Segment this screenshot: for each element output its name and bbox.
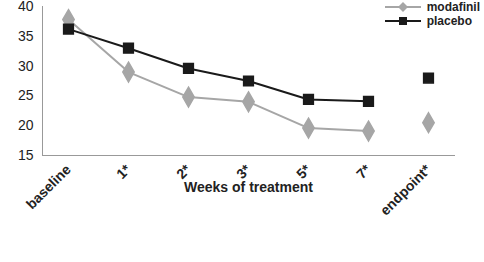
svg-text:2*: 2* — [173, 161, 194, 182]
svg-text:endpoint*: endpoint* — [377, 161, 434, 218]
svg-text:baseline: baseline — [23, 161, 74, 212]
html-text:placebo: placebo — [426, 14, 472, 28]
svg-text:25: 25 — [18, 87, 34, 103]
html-text:modafinil: modafinil — [426, 0, 480, 14]
svg-text:30: 30 — [18, 58, 34, 74]
svg-text:15: 15 — [18, 147, 34, 163]
svg-text:7*: 7* — [353, 161, 374, 182]
svg-text:3*: 3* — [233, 161, 254, 182]
svg-text:1*: 1* — [113, 161, 134, 182]
svg-text:5*: 5* — [293, 161, 314, 182]
svg-text:Weeks of treatment: Weeks of treatment — [184, 179, 313, 195]
svg-text:35: 35 — [18, 28, 34, 44]
svg-text:40: 40 — [18, 0, 34, 14]
svg-text:20: 20 — [18, 117, 34, 133]
